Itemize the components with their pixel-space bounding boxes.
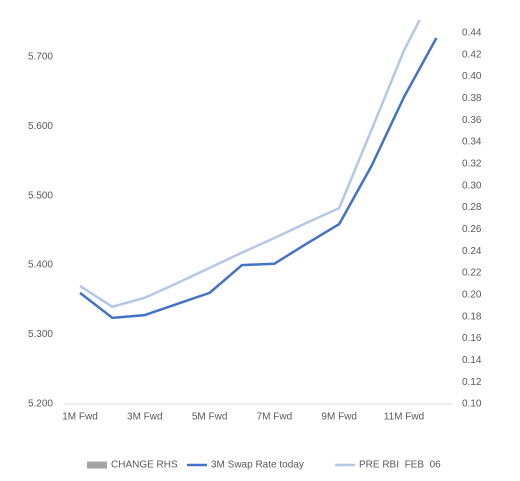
y2-tick-label: 0.32: [462, 159, 482, 170]
y2-tick-label: 0.10: [462, 399, 482, 410]
x-tick-label: 1M Fwd: [62, 412, 98, 423]
legend-swatch: [87, 461, 107, 469]
y2-tick-label: 0.14: [462, 355, 482, 366]
legend-label: 3M Swap Rate today: [211, 460, 304, 471]
y2-tick-label: 0.26: [462, 224, 482, 235]
y2-tick-label: 0.42: [462, 49, 482, 60]
y2-tick-label: 0.38: [462, 93, 482, 104]
x-tick-label: 3M Fwd: [127, 412, 163, 423]
y2-tick-label: 0.30: [462, 180, 482, 191]
y-tick-label: 5.600: [28, 121, 53, 132]
x-tick-label: 11M Fwd: [384, 412, 424, 423]
y2-tick-label: 0.28: [462, 202, 482, 213]
y2-tick-label: 0.12: [462, 377, 482, 388]
legend-label: PRE RBI FEB 06: [359, 460, 441, 471]
y2-tick-label: 0.16: [462, 333, 482, 344]
line-series: [79, 37, 438, 320]
x-tick-label: 7M Fwd: [257, 412, 293, 423]
y-tick-label: 5.400: [28, 260, 53, 271]
y2-tick-label: 0.20: [462, 289, 482, 300]
y-tick-label: 5.200: [28, 399, 53, 410]
x-tick-label: 9M Fwd: [321, 412, 357, 423]
y2-tick-label: 0.18: [462, 311, 482, 322]
x-tick-label: 5M Fwd: [192, 412, 228, 423]
line-series: [79, 20, 422, 309]
legend-label: CHANGE RHS: [111, 460, 178, 471]
plot-area: [79, 20, 438, 320]
y2-tick-label: 0.36: [462, 115, 482, 126]
y2-tick-label: 0.44: [462, 28, 482, 39]
y2-tick-label: 0.22: [462, 268, 482, 279]
y-tick-label: 5.700: [28, 51, 53, 62]
y-tick-label: 5.500: [28, 190, 53, 201]
y2-tick-label: 0.34: [462, 137, 482, 148]
y-tick-label: 5.300: [28, 329, 53, 340]
y2-tick-label: 0.40: [462, 71, 482, 82]
y2-tick-label: 0.24: [462, 246, 482, 257]
